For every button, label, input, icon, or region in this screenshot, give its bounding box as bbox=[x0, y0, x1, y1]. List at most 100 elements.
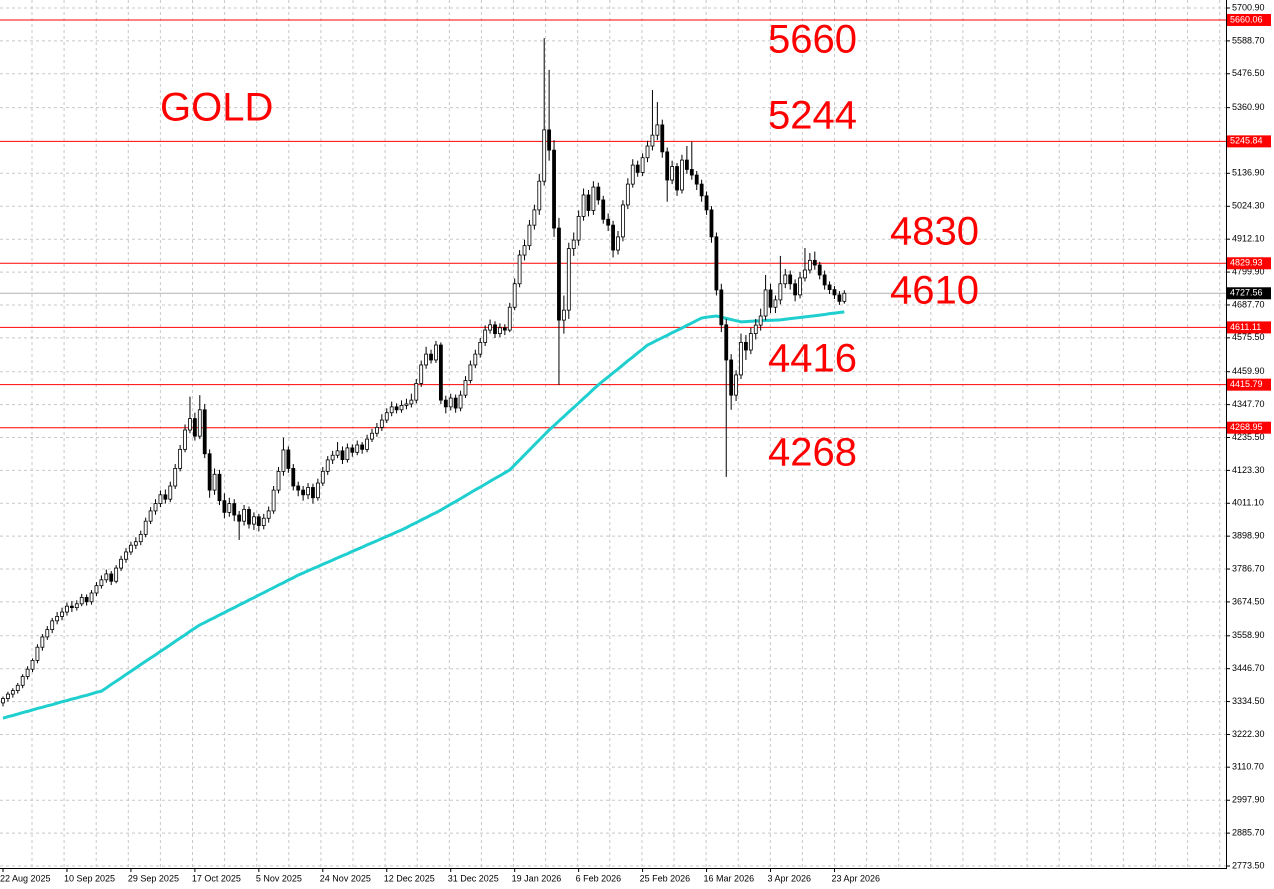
candle-body bbox=[143, 520, 148, 535]
candle-body bbox=[635, 164, 640, 173]
candle-body bbox=[650, 134, 655, 147]
candle-body bbox=[25, 668, 30, 677]
candle-body bbox=[512, 283, 517, 308]
candle-body bbox=[74, 603, 79, 609]
candle-body bbox=[419, 364, 424, 384]
candle-body bbox=[803, 269, 807, 279]
y-tick-label: 3334.50 bbox=[1232, 696, 1265, 706]
candle-body bbox=[89, 592, 94, 603]
candle-body bbox=[84, 596, 89, 603]
candle-body bbox=[458, 394, 463, 409]
candle-body bbox=[79, 596, 84, 605]
candle-body bbox=[60, 611, 64, 617]
candle-body bbox=[798, 277, 802, 296]
candle-body bbox=[611, 224, 615, 251]
y-tick-label: 5588.70 bbox=[1232, 35, 1265, 45]
candle-body bbox=[104, 573, 109, 581]
candle-body bbox=[502, 327, 507, 331]
chart-title: GOLD bbox=[160, 86, 273, 130]
y-tick-label: 5024.30 bbox=[1232, 201, 1265, 211]
candle-body bbox=[350, 447, 355, 453]
level-annotation: 4830 bbox=[890, 210, 979, 254]
candle-body bbox=[379, 419, 384, 428]
candle-body bbox=[827, 284, 832, 291]
current-price-label: 4727.56 bbox=[1230, 288, 1263, 298]
candle-body bbox=[45, 629, 50, 638]
candle-body bbox=[192, 418, 197, 437]
candle-body bbox=[340, 450, 345, 461]
y-tick-label: 4687.70 bbox=[1232, 299, 1265, 309]
candle-body bbox=[207, 453, 212, 491]
candle-body bbox=[355, 444, 360, 453]
candle-body bbox=[94, 585, 99, 594]
candle-body bbox=[370, 432, 374, 440]
level-label-box bbox=[1227, 378, 1271, 391]
candle-body bbox=[498, 327, 502, 334]
candle-body bbox=[10, 690, 15, 695]
candle-body bbox=[271, 489, 276, 512]
candle-body bbox=[256, 516, 261, 526]
y-tick-label: 3558.90 bbox=[1232, 630, 1265, 640]
candle-body bbox=[684, 159, 689, 170]
candle-body bbox=[237, 514, 242, 522]
candle-body bbox=[788, 274, 793, 285]
candle-body bbox=[606, 218, 611, 226]
level-label-box bbox=[1227, 321, 1271, 334]
candle-body bbox=[709, 209, 714, 238]
candle-body bbox=[222, 500, 227, 513]
candle-body bbox=[183, 429, 187, 450]
candle-body bbox=[812, 259, 817, 266]
candle-body bbox=[478, 341, 483, 355]
candle-body bbox=[704, 195, 709, 211]
candle-body bbox=[630, 164, 635, 185]
candle-body bbox=[778, 283, 783, 301]
candle-body bbox=[507, 306, 512, 331]
candle-body bbox=[807, 259, 812, 271]
candle-body bbox=[375, 426, 379, 434]
x-tick-label: 3 Apr 2026 bbox=[768, 873, 812, 883]
candle-body bbox=[173, 468, 178, 487]
candle-body bbox=[261, 517, 266, 526]
y-tick-label: 3786.70 bbox=[1232, 563, 1265, 573]
candle-body bbox=[561, 309, 566, 321]
candle-body bbox=[320, 470, 325, 484]
current-price-box bbox=[1227, 287, 1271, 300]
candle-body bbox=[557, 227, 561, 321]
y-tick-label: 3222.30 bbox=[1232, 729, 1265, 739]
x-tick-label: 16 Mar 2026 bbox=[704, 873, 755, 883]
candle-body bbox=[822, 274, 827, 286]
x-tick-label: 29 Sep 2025 bbox=[128, 873, 179, 883]
candle-body bbox=[434, 344, 438, 361]
y-tick-label: 3446.70 bbox=[1232, 663, 1265, 673]
candle-body bbox=[129, 544, 133, 553]
level-label: 4415.79 bbox=[1230, 379, 1263, 389]
candle-body bbox=[448, 397, 453, 408]
candle-body bbox=[537, 180, 542, 211]
y-tick-label: 2885.70 bbox=[1232, 827, 1265, 837]
candle-body bbox=[232, 503, 237, 516]
candle-body bbox=[625, 183, 630, 206]
candle-body bbox=[719, 289, 724, 326]
x-tick-label: 31 Dec 2025 bbox=[448, 873, 499, 883]
y-tick-label: 5136.90 bbox=[1232, 168, 1265, 178]
candle-body bbox=[360, 444, 365, 450]
candle-body bbox=[109, 573, 114, 582]
level-label-box bbox=[1227, 421, 1271, 434]
level-label: 5660.06 bbox=[1230, 14, 1263, 24]
level-label-box bbox=[1227, 257, 1271, 270]
candle-body bbox=[699, 183, 704, 197]
candle-body bbox=[345, 447, 350, 461]
candle-body bbox=[153, 503, 158, 512]
candle-body bbox=[581, 194, 586, 217]
y-tick-label: 2773.50 bbox=[1232, 860, 1265, 870]
candle-body bbox=[315, 482, 320, 499]
y-tick-label: 5360.90 bbox=[1232, 102, 1265, 112]
candle-body bbox=[6, 693, 10, 699]
candle-body bbox=[739, 341, 743, 376]
candle-body bbox=[488, 324, 492, 331]
candle-body bbox=[178, 448, 183, 469]
level-label: 4829.93 bbox=[1230, 258, 1263, 268]
candle-body bbox=[335, 450, 340, 456]
y-tick-label: 4347.70 bbox=[1232, 399, 1265, 409]
